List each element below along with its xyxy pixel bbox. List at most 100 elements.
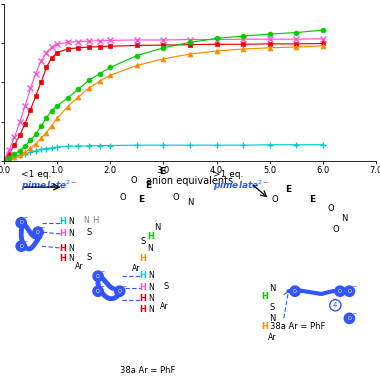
Text: −: − bbox=[101, 269, 105, 274]
2 x Thiourea NH bbox=[241, 37, 245, 42]
1 x Thiourea NH bbox=[44, 115, 49, 120]
Text: H: H bbox=[92, 217, 98, 225]
2 x Thiourea Ar-NH bbox=[161, 43, 166, 47]
1 x Thiourea Ar-NH bbox=[28, 146, 33, 151]
Text: Ar: Ar bbox=[268, 333, 277, 342]
Text: N: N bbox=[149, 271, 154, 280]
1 x Thiourea Ar-NH bbox=[17, 152, 22, 157]
1 x Thiourea Ar-NH bbox=[135, 63, 139, 68]
Text: N: N bbox=[68, 254, 74, 263]
2 x Thiourea Ar-NH bbox=[65, 47, 70, 51]
1 x Thiourea NH bbox=[188, 40, 192, 45]
1 x Thiourea Ar-NH bbox=[76, 95, 81, 99]
2 x Thiourea Ar-NH bbox=[55, 50, 59, 55]
Text: Ar: Ar bbox=[75, 262, 84, 271]
Text: S: S bbox=[141, 237, 146, 246]
2 x Thiourea NH bbox=[2, 159, 6, 163]
Text: O: O bbox=[327, 204, 334, 213]
Circle shape bbox=[16, 241, 26, 251]
1 x Thiourea NH bbox=[12, 152, 17, 156]
2 x Thiourea Ar-NH bbox=[33, 94, 38, 98]
Text: H: H bbox=[147, 232, 154, 241]
Text: Ar: Ar bbox=[160, 302, 168, 311]
2 x Amide NH bbox=[97, 143, 102, 148]
Circle shape bbox=[290, 286, 300, 296]
2 x Thiourea Ar-NH bbox=[294, 42, 299, 46]
Text: N: N bbox=[269, 284, 276, 293]
Text: H: H bbox=[140, 254, 147, 263]
Text: O: O bbox=[173, 193, 179, 202]
1 x Thiourea NH bbox=[55, 103, 59, 108]
2 x Amide NH bbox=[268, 142, 272, 147]
Text: E: E bbox=[309, 195, 315, 204]
2 x Thiourea NH bbox=[65, 40, 70, 45]
2 x Thiourea NH bbox=[17, 120, 22, 125]
2 x Thiourea Ar-NH bbox=[97, 44, 102, 49]
Text: N: N bbox=[187, 198, 193, 207]
1 x Thiourea Ar-NH bbox=[12, 155, 17, 159]
Text: 38a Ar = PhF: 38a Ar = PhF bbox=[120, 366, 176, 375]
Text: −: − bbox=[41, 225, 45, 230]
2 x Thiourea Ar-NH bbox=[214, 42, 219, 47]
Text: 38a Ar = PhF: 38a Ar = PhF bbox=[270, 322, 326, 330]
2 x Thiourea Ar-NH bbox=[188, 42, 192, 47]
Text: E: E bbox=[285, 185, 291, 195]
Circle shape bbox=[114, 286, 125, 296]
2 x Amide NH bbox=[135, 143, 139, 147]
1 x Thiourea NH bbox=[214, 36, 219, 41]
2 x Thiourea NH bbox=[188, 37, 192, 42]
2 x Amide NH bbox=[49, 146, 54, 150]
Circle shape bbox=[335, 286, 345, 296]
2 x Thiourea NH bbox=[108, 38, 112, 43]
Text: N: N bbox=[269, 314, 276, 323]
1 x Thiourea Ar-NH bbox=[161, 56, 166, 61]
Text: −: − bbox=[352, 311, 356, 316]
Text: H: H bbox=[140, 283, 147, 292]
1 x Thiourea NH bbox=[135, 53, 139, 58]
1 x Thiourea Ar-NH bbox=[97, 79, 102, 83]
2 x Amide NH bbox=[12, 155, 17, 159]
Text: O: O bbox=[19, 220, 23, 225]
1 x Thiourea Ar-NH bbox=[39, 136, 43, 141]
2 x Thiourea NH bbox=[33, 71, 38, 76]
1 x Thiourea Ar-NH bbox=[241, 47, 245, 51]
Text: E: E bbox=[159, 167, 165, 176]
2 x Thiourea Ar-NH bbox=[23, 121, 27, 126]
2 x Thiourea NH bbox=[23, 103, 27, 108]
Text: O: O bbox=[130, 176, 137, 185]
Text: H: H bbox=[140, 305, 147, 313]
Line: 2 x Amide NH: 2 x Amide NH bbox=[1, 142, 326, 164]
2 x Thiourea Ar-NH bbox=[28, 108, 33, 112]
2 x Amide NH bbox=[294, 142, 299, 147]
2 x Amide NH bbox=[214, 143, 219, 147]
2 x Thiourea NH bbox=[44, 50, 49, 55]
1 x Thiourea Ar-NH bbox=[214, 49, 219, 53]
2 x Thiourea NH bbox=[135, 38, 139, 42]
Text: N: N bbox=[342, 213, 348, 223]
Text: H: H bbox=[59, 217, 66, 226]
Circle shape bbox=[16, 218, 26, 228]
1 x Thiourea NH bbox=[17, 148, 22, 153]
2 x Thiourea Ar-NH bbox=[44, 65, 49, 70]
Line: 2 x Thiourea Ar-NH: 2 x Thiourea Ar-NH bbox=[2, 41, 325, 163]
2 x Thiourea Ar-NH bbox=[76, 46, 81, 50]
Text: N: N bbox=[83, 217, 89, 225]
1 x Thiourea NH bbox=[65, 96, 70, 100]
Text: N: N bbox=[149, 294, 154, 303]
Text: N: N bbox=[68, 217, 74, 226]
1 x Thiourea Ar-NH bbox=[188, 52, 192, 56]
2 x Thiourea NH bbox=[97, 39, 102, 43]
Text: O: O bbox=[19, 244, 23, 249]
Text: pimelate$^{2-}$: pimelate$^{2-}$ bbox=[214, 179, 270, 193]
1 x Thiourea NH bbox=[87, 78, 91, 83]
Circle shape bbox=[33, 227, 43, 237]
1 x Thiourea NH bbox=[294, 30, 299, 35]
Text: O: O bbox=[271, 195, 278, 204]
1 x Thiourea Ar-NH bbox=[108, 73, 112, 78]
Circle shape bbox=[344, 286, 355, 296]
Text: N: N bbox=[149, 283, 154, 292]
Text: H: H bbox=[59, 229, 66, 237]
Text: E: E bbox=[138, 195, 144, 204]
2 x Amide NH bbox=[55, 145, 59, 149]
2 x Amide NH bbox=[87, 144, 91, 148]
